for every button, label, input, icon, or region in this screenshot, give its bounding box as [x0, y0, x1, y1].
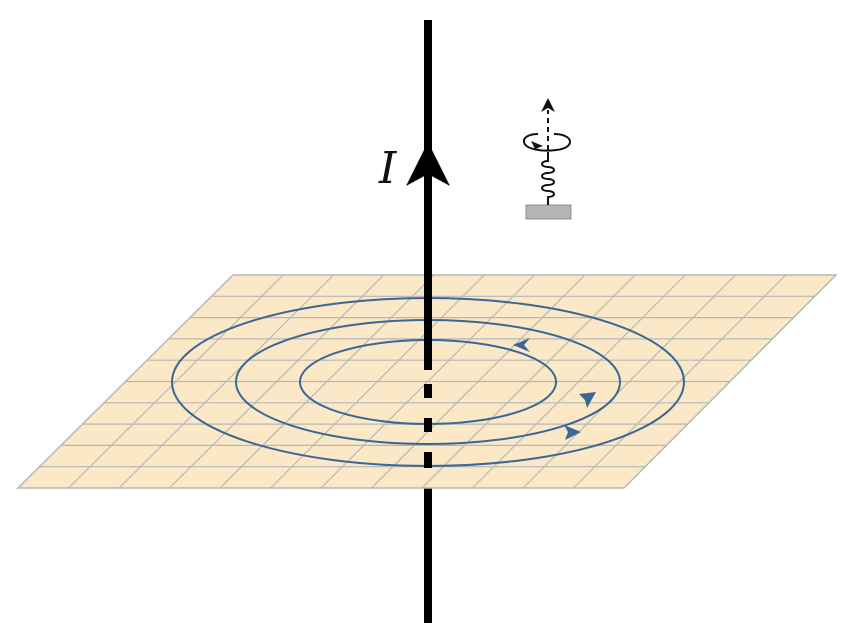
- rotation-arrow-icon: [531, 141, 543, 149]
- spring-base: [525, 204, 572, 220]
- plane: [16, 274, 838, 489]
- rotation-arc: [522, 133, 571, 152]
- current-label: I: [378, 143, 398, 194]
- wire-dash: [424, 452, 432, 468]
- spring-up-arrow-icon: [541, 98, 555, 112]
- current-arrow-icon: [406, 142, 450, 186]
- field-line-arrows: [513, 338, 596, 440]
- wire-dash: [424, 384, 432, 398]
- field-line-outer-arrow: [564, 425, 581, 440]
- spring-coil: [541, 152, 555, 205]
- spring-rotation-arrow-icon: [522, 98, 572, 220]
- wire-dash: [424, 418, 432, 432]
- wire-through-plane: [424, 384, 432, 468]
- field-line-middle-arrow: [579, 392, 596, 408]
- field-line-inner-arrow: [513, 338, 530, 352]
- plane-grid: [39, 274, 815, 489]
